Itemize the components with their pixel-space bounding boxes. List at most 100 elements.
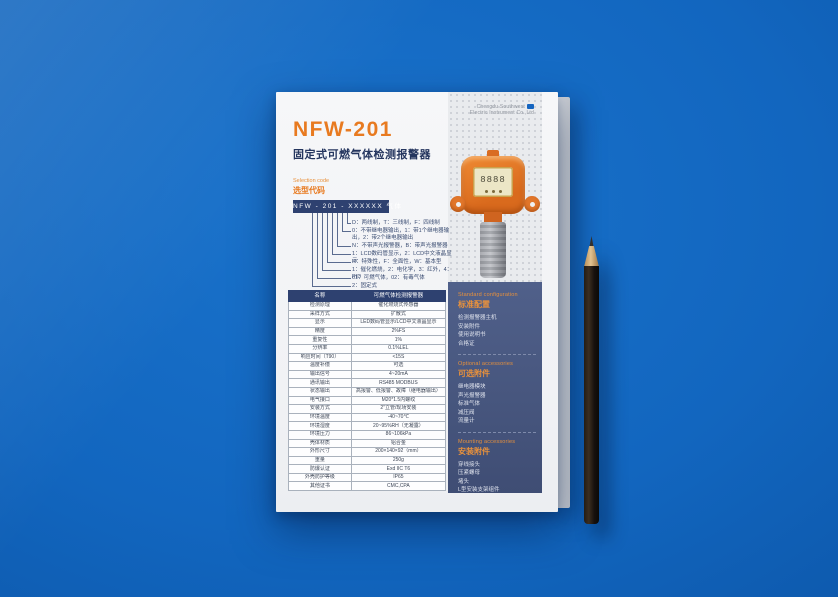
list-item: 穿线接头 (458, 461, 481, 468)
product-title: NFW-201 (293, 118, 393, 141)
spec-label: 环境湿度 (288, 421, 352, 431)
spec-value: IP65 (350, 472, 447, 483)
selection-connector (347, 213, 351, 224)
spec-label: 通讯输出 (288, 378, 352, 388)
list-item: 检测报警器主机 (458, 315, 497, 321)
datasheet-page: Chengdu Southwest Electric Instrument Co… (276, 92, 558, 512)
spec-table-row: 重量 250g (288, 455, 447, 466)
spec-table: 名称 可燃气体检测报警器 检测原理 催化燃烧式传感器 采样方式 扩散式 显示 L… (288, 290, 447, 492)
list-item: 压紧螺母 (458, 470, 481, 476)
spec-label: 精度 (288, 326, 352, 337)
spec-table-row: 通讯输出 RS485 MODBUS (288, 378, 447, 388)
selection-code-option: D：两线制，T：三线制，F：四线制 (352, 220, 440, 226)
spec-table-row: 重复性 1% (288, 335, 447, 345)
spec-table-row: 精度 2%FS (288, 326, 447, 337)
spec-label: 分辨率 (288, 343, 352, 354)
company-line1: Chengdu Southwest (476, 104, 525, 110)
pencil (584, 236, 599, 524)
selection-code-bar: NFW - 201 - XXXXXX 气体 (293, 200, 401, 213)
selection-code-option: 2：固定式 (352, 283, 378, 289)
section-title-en: Mounting accessories (458, 438, 516, 445)
spec-table-row: 环境湿度 20~95%RH（无凝露） (288, 421, 447, 431)
spec-value: -40~70℃ (350, 412, 447, 423)
spec-label: 温度补偿 (288, 361, 352, 371)
spec-value: 20~95%RH（无凝露） (350, 421, 447, 431)
spec-table-row: 安装方式 2″立管/现场安装 (288, 404, 447, 414)
spec-value: 1% (350, 335, 447, 345)
sidebar-section-mounting: Mounting accessories 安装附件 穿线接头 压紧螺母 堵头 L型安装… (458, 439, 536, 495)
sidebar-divider (458, 431, 536, 433)
list-item: 合格证 (458, 340, 475, 347)
spec-label: 采样方式 (288, 309, 352, 320)
spec-table-row: 外形尺寸 200×140×92（mm） (288, 447, 447, 457)
spec-label: 外形尺寸 (288, 447, 352, 457)
spec-value: 高报警、低报警、故障（继电器输出） (350, 386, 447, 397)
sidebar-section-optional: Optional accessories 可选附件 继电器模块 声光报警器 标准气体… (458, 361, 536, 426)
spec-label: 重复性 (288, 335, 352, 345)
spec-value: 86~106kPa (350, 429, 447, 440)
spec-value: 铝合金 (350, 438, 447, 449)
spec-table-row: 电气接口 M20*1.5内螺纹 (288, 395, 447, 406)
spec-table-header-row: 名称 可燃气体检测报警器 (288, 290, 447, 302)
spec-value: 2″立管/现场安装 (350, 404, 447, 414)
selection-connector (327, 213, 351, 263)
detector-mount-ear-right (524, 196, 540, 212)
list-item: 流量计 (458, 418, 475, 424)
detector-buttons (473, 190, 513, 193)
spec-table-row: 状态输出 高报警、低报警、故障（继电器输出） (288, 386, 447, 397)
spec-value: <15S (350, 352, 447, 363)
spec-table-row: 环境温度 -40~70℃ (288, 412, 447, 423)
section-title-en: Optional accessories (458, 361, 514, 367)
spec-label: 重量 (288, 455, 352, 466)
spec-value: 催化燃烧式传感器 (350, 301, 447, 311)
pencil-graphite-tip (589, 236, 594, 249)
company-line2: Electric Instrument Co.,Ltd (469, 110, 534, 116)
selection-code-label-en: Selection code (293, 178, 330, 184)
spec-label: 状态输出 (288, 386, 352, 397)
optional-items-list: 继电器模块 声光报警器 标准气体 减压阀 流量计 (458, 383, 536, 426)
spec-value: LED数码管显示/LCD中文液晶显示 (350, 318, 447, 328)
list-item: 堵头 (458, 478, 470, 485)
sidebar-section-standard: Standard configuration 标准配置 检测报警器主机 安装附件使… (458, 292, 536, 348)
spec-label: 输出信号 (288, 369, 352, 380)
product-subtitle: 固定式可燃气体检测报警器 (293, 149, 431, 161)
spec-value: 2%FS (350, 326, 447, 337)
selection-connector (342, 213, 351, 232)
list-item: 安装附件 (458, 323, 481, 330)
selection-code-option: H：特殊性，F：全面性，W：基本型 (352, 259, 442, 265)
detector-lcd-screen: 8888 (473, 167, 513, 197)
selection-code-option: 0：不带继电器输出，1：带1个继电器输出，2：带2个继电器输出 (352, 228, 450, 241)
spec-table-row: 其他证书 CMC,CPA (288, 481, 447, 492)
pencil-wood-cone (584, 246, 599, 267)
spec-value: 200×140×92（mm） (350, 447, 447, 457)
spec-table-row: 显示 LED数码管显示/LCD中文液晶显示 (288, 318, 447, 328)
selection-connector (337, 213, 351, 247)
spec-value: Exd IIC T6 (350, 464, 447, 474)
spec-value: CMC,CPA (350, 481, 447, 492)
list-item: 标准气体 (458, 401, 481, 407)
selection-connector (322, 213, 351, 271)
sidebar-divider (458, 354, 536, 355)
section-title-zh: 标准配置 (458, 300, 490, 309)
standard-items-list: 检测报警器主机 安装附件 使用说明书 合格证 (458, 314, 536, 348)
spec-label: 其他证书 (288, 481, 352, 492)
spec-value: 250g (350, 455, 447, 466)
spec-value: 0.1%LEL (350, 343, 447, 354)
detector-sensor-cylinder (480, 222, 506, 278)
spec-table-row: 分辨率 0.1%LEL (288, 343, 447, 354)
accessories-sidebar: Standard configuration 标准配置 检测报警器主机 安装附件使… (448, 282, 542, 493)
mounting-items-list: 穿线接头压紧螺母堵头 L型安装支架组件 (458, 461, 536, 495)
spec-header-name: 名称 (288, 290, 352, 302)
list-item: L型安装支架组件 (458, 487, 500, 493)
spec-label: 显示 (288, 318, 352, 328)
list-item: 声光报警器 (458, 392, 486, 399)
spec-value: RS485 MODBUS (350, 378, 447, 388)
pencil-shaft (584, 266, 599, 524)
spec-value: 可选 (350, 361, 447, 371)
detector-digits: 8888 (480, 175, 506, 185)
spec-table-row: 壳体材质 铝合金 (288, 438, 447, 449)
product-photo-panel: Chengdu Southwest Electric Instrument Co… (448, 92, 542, 282)
back-sheet-edge (556, 97, 570, 508)
selection-code-label-zh: 选型代码 (293, 186, 325, 195)
